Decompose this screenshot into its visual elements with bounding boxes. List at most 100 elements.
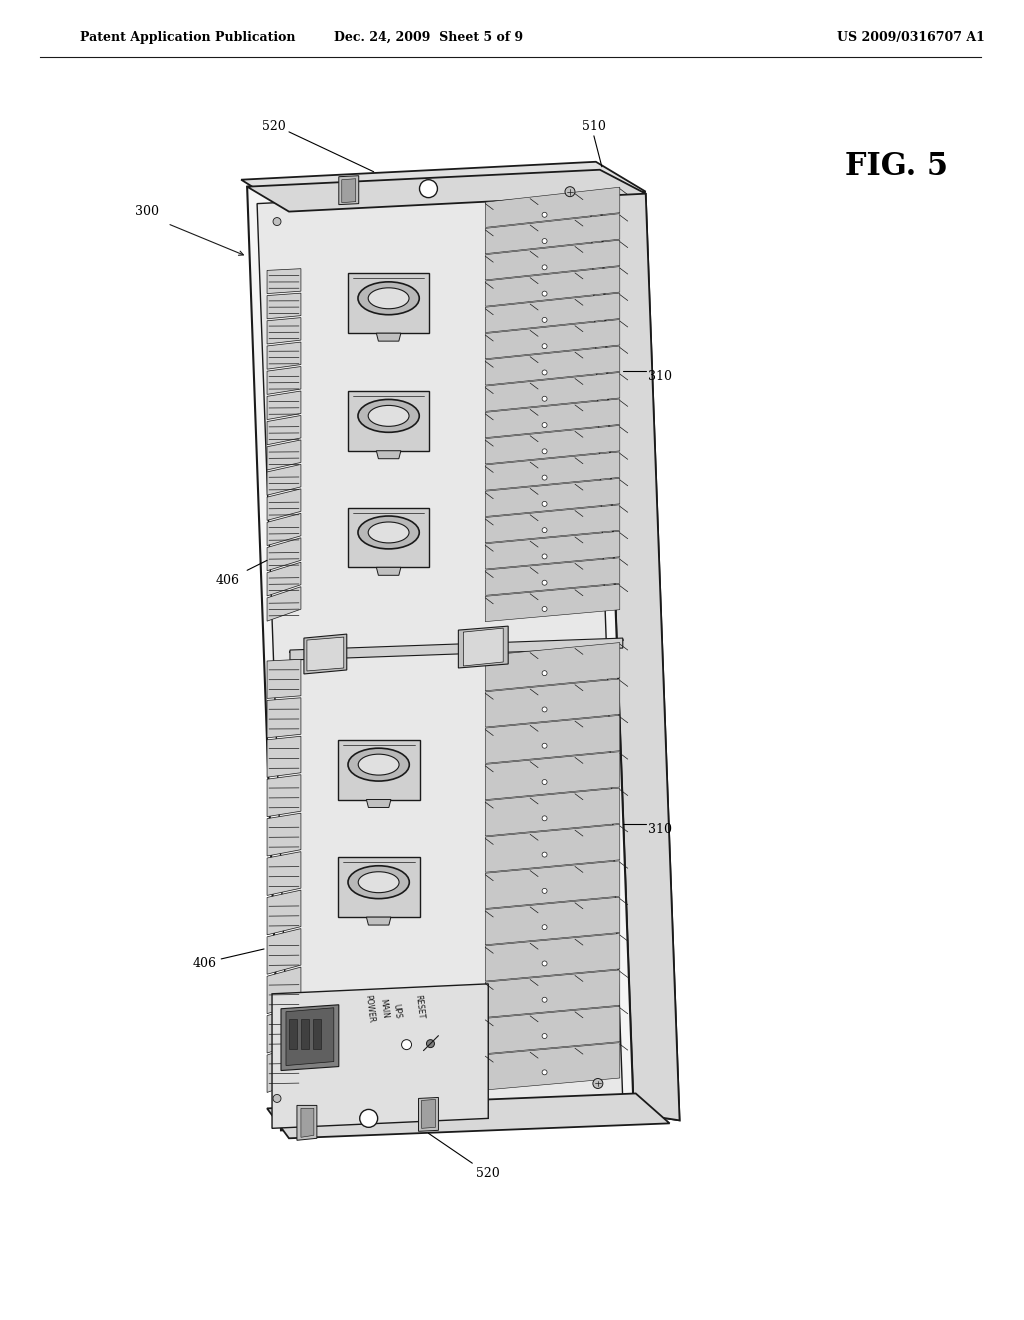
Polygon shape [485,451,620,490]
Polygon shape [338,857,420,917]
Polygon shape [485,933,620,981]
Polygon shape [485,1043,620,1090]
Ellipse shape [358,282,419,314]
Polygon shape [485,478,620,516]
Polygon shape [342,178,355,203]
Circle shape [593,1078,603,1089]
Ellipse shape [358,871,399,892]
Ellipse shape [369,288,409,309]
Text: 310: 310 [647,370,672,383]
Polygon shape [485,825,620,873]
Polygon shape [247,170,634,1130]
Polygon shape [377,333,400,341]
Ellipse shape [358,754,399,775]
Polygon shape [241,162,646,210]
Text: Patent Application Publication: Patent Application Publication [80,30,295,44]
Polygon shape [267,928,301,974]
Ellipse shape [348,748,410,781]
Polygon shape [267,465,301,495]
Polygon shape [247,170,646,211]
Circle shape [542,554,547,558]
Circle shape [420,180,437,198]
Polygon shape [267,293,301,319]
Circle shape [542,317,547,322]
Polygon shape [367,800,391,808]
Polygon shape [267,391,301,420]
Circle shape [273,1094,281,1102]
Ellipse shape [369,521,409,543]
Polygon shape [297,1105,316,1140]
Polygon shape [304,634,347,675]
Polygon shape [485,214,620,253]
Polygon shape [348,273,429,333]
Polygon shape [267,851,301,895]
Circle shape [565,186,574,197]
Circle shape [401,1040,412,1049]
Polygon shape [286,1007,334,1065]
Polygon shape [377,450,400,459]
Polygon shape [257,186,623,1117]
Circle shape [542,396,547,401]
Polygon shape [600,170,680,1121]
Circle shape [542,925,547,929]
Polygon shape [422,1100,435,1129]
Text: 406: 406 [193,957,216,970]
Circle shape [542,265,547,269]
Polygon shape [485,425,620,463]
Polygon shape [485,715,620,763]
Polygon shape [600,170,680,1121]
Ellipse shape [358,400,419,433]
Ellipse shape [369,405,409,426]
Bar [313,1019,321,1048]
Text: Dec. 24, 2009  Sheet 5 of 9: Dec. 24, 2009 Sheet 5 of 9 [334,30,523,44]
Text: POWER: POWER [364,994,376,1023]
Circle shape [542,475,547,480]
Polygon shape [485,346,620,385]
Circle shape [273,218,281,226]
Polygon shape [377,568,400,576]
Polygon shape [267,775,301,817]
Polygon shape [348,508,429,568]
Polygon shape [485,267,620,306]
Polygon shape [290,638,623,660]
Polygon shape [419,1097,438,1131]
Polygon shape [485,585,620,622]
Circle shape [542,581,547,585]
Bar [289,1019,297,1048]
Polygon shape [485,293,620,333]
Text: MAIN: MAIN [379,998,390,1019]
Circle shape [542,671,547,676]
Polygon shape [485,372,620,412]
Circle shape [542,1069,547,1074]
Polygon shape [267,416,301,445]
Text: 406: 406 [215,574,240,587]
Polygon shape [267,342,301,370]
Circle shape [542,816,547,821]
Polygon shape [485,1006,620,1053]
Polygon shape [485,531,620,569]
Polygon shape [267,698,301,738]
Polygon shape [485,751,620,800]
Polygon shape [338,739,420,800]
Circle shape [542,422,547,428]
Polygon shape [267,659,301,698]
Polygon shape [485,319,620,359]
Polygon shape [267,440,301,470]
Text: 300: 300 [135,205,160,218]
Text: 310: 310 [647,822,672,836]
Polygon shape [267,737,301,777]
Polygon shape [267,367,301,395]
Circle shape [542,292,547,296]
Text: 520: 520 [262,120,286,133]
Text: US 2009/0316707 A1: US 2009/0316707 A1 [837,30,985,44]
Polygon shape [485,558,620,595]
Circle shape [542,502,547,507]
Circle shape [542,743,547,748]
Polygon shape [267,537,301,570]
Circle shape [542,606,547,611]
Polygon shape [485,898,620,945]
Ellipse shape [358,516,419,549]
Polygon shape [307,638,344,671]
Polygon shape [485,861,620,908]
Polygon shape [485,970,620,1018]
